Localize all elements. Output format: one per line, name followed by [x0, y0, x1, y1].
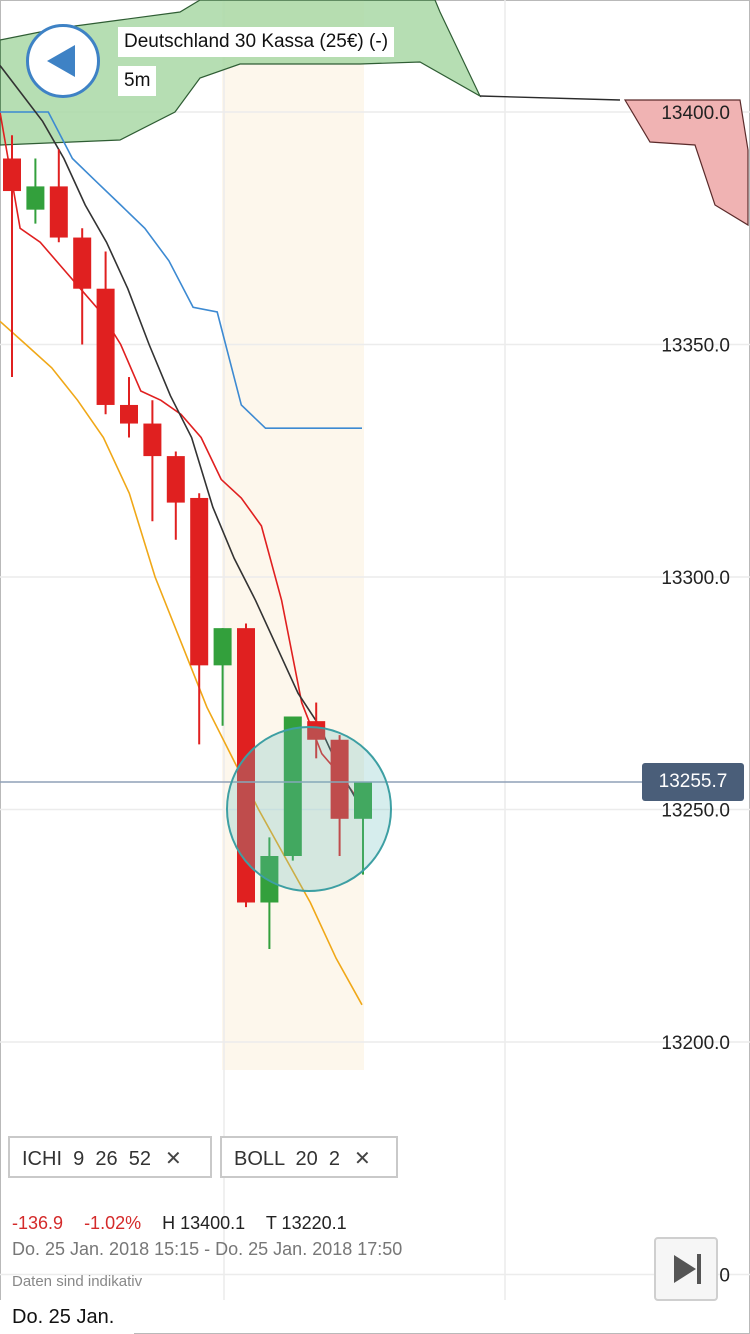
candle-body — [26, 186, 45, 210]
candle-body — [49, 186, 68, 238]
jump-to-end-button[interactable] — [654, 1237, 718, 1301]
candle-body — [330, 739, 349, 819]
session-band — [222, 0, 364, 1070]
high-value: H 13400.1 — [162, 1213, 246, 1233]
indicator-ichimoku-button[interactable]: ICHI 9 26 52 ✕ — [8, 1136, 212, 1178]
ichimoku-cloud-bearish — [623, 99, 749, 227]
timeframe-label[interactable]: 5m — [118, 66, 157, 96]
candle-body — [3, 158, 21, 192]
close-icon[interactable]: ✕ — [354, 1148, 371, 1170]
date-label: Do. 25 Jan. — [0, 1300, 134, 1334]
indicator-bollinger-label: BOLL 20 2 — [234, 1148, 340, 1170]
selection-circle[interactable] — [226, 726, 392, 892]
indicator-line-boll-upper — [0, 65, 363, 810]
close-icon[interactable]: ✕ — [164, 1148, 182, 1170]
time-range: Do. 25 Jan. 2018 15:15 - Do. 25 Jan. 201… — [12, 1239, 403, 1259]
change-value: -136.9 — [12, 1213, 64, 1233]
change-percent: -1.02% — [84, 1213, 142, 1233]
instrument-title: Deutschland 30 Kassa (25€) (-) — [118, 27, 395, 57]
indicative-note: Daten sind indikativ — [12, 1273, 143, 1290]
candle-body — [213, 628, 232, 666]
candles — [3, 135, 372, 949]
indicator-lines — [0, 65, 363, 1006]
y-tick-label: 13200.0 — [661, 1033, 730, 1054]
indicator-line-boll-middle — [0, 320, 363, 1006]
y-tick-label: 13350.0 — [661, 336, 730, 357]
chart-grid — [0, 0, 750, 1300]
candle-body — [283, 716, 302, 856]
price-chart[interactable]: 13400.013350.013300.013250.013200.013150… — [0, 0, 750, 1300]
arrow-left-icon — [47, 45, 75, 77]
candle-body — [237, 628, 255, 903]
y-axis-labels: 13400.013350.013300.013250.013200.013150… — [661, 103, 730, 1287]
candle-body — [96, 288, 115, 405]
candle-body — [73, 237, 92, 289]
candle-body — [166, 456, 185, 503]
candle-body — [120, 404, 138, 424]
candle-body — [260, 856, 279, 903]
jump-to-end-icon — [674, 1254, 701, 1284]
ichimoku-span-line — [479, 95, 621, 101]
indicator-ichimoku-label: ICHI 9 26 52 — [22, 1148, 151, 1170]
candle-body — [143, 423, 162, 457]
back-button[interactable] — [26, 24, 100, 98]
y-tick-label: 13400.0 — [661, 103, 730, 124]
y-tick-label: 13250.0 — [661, 801, 730, 822]
current-price-tag: 13255.7 — [642, 763, 744, 801]
indicator-line-kijun — [0, 111, 362, 430]
indicator-line-tenkan — [0, 111, 363, 806]
indicator-bollinger-button[interactable]: BOLL 20 2 ✕ — [220, 1136, 398, 1178]
y-tick-label: 13300.0 — [661, 568, 730, 589]
stats-row: -136.9 -1.02% H 13400.1 T 13220.1 — [12, 1213, 363, 1234]
candle-body — [354, 781, 372, 819]
candle-body — [190, 497, 209, 666]
candle-body — [307, 721, 326, 740]
low-value: T 13220.1 — [265, 1213, 347, 1233]
